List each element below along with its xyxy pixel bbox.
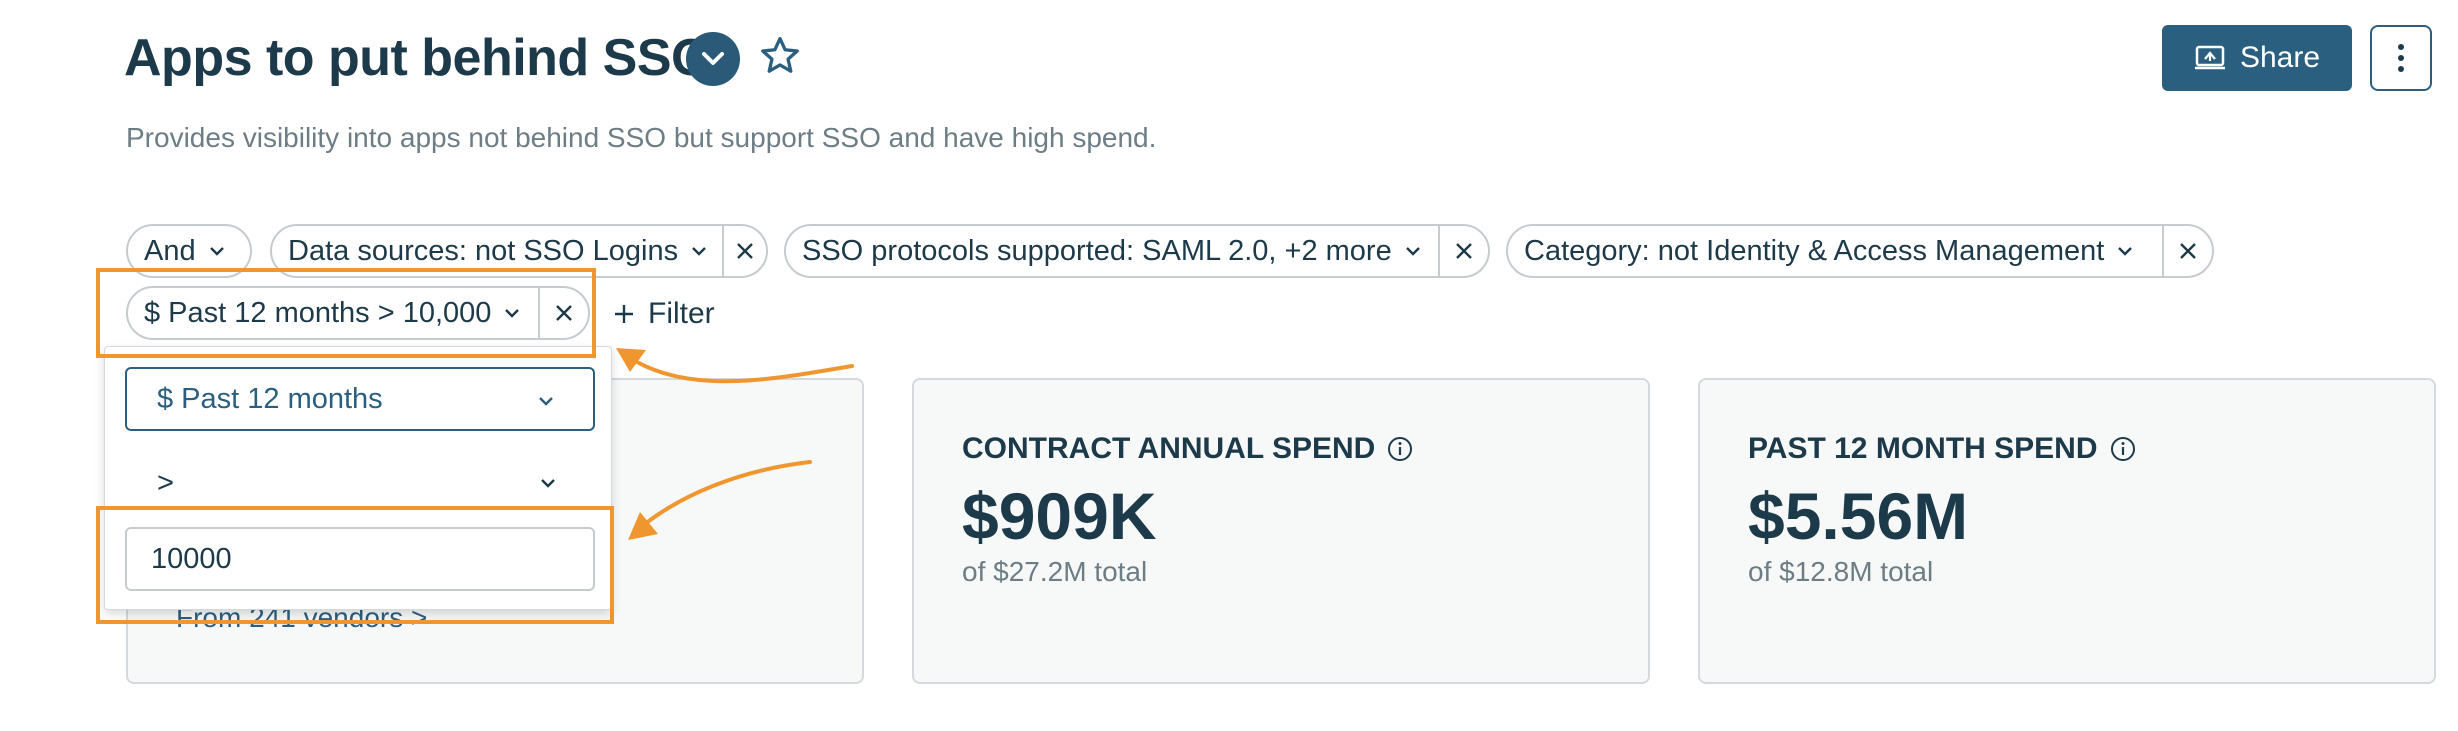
summary-card-contract-spend: CONTRACT ANNUAL SPEND $909K of $27.2M to… <box>912 378 1650 684</box>
page-subtitle: Provides visibility into apps not behind… <box>126 122 1157 153</box>
filter-chip-past-12-months[interactable]: $ Past 12 months > 10,000 <box>126 286 590 340</box>
conjunction-label: And <box>144 234 196 267</box>
chevron-down-icon <box>1405 247 1420 256</box>
filter-editor-popover: $ Past 12 months > <box>104 346 612 610</box>
filter-chip-data-sources[interactable]: Data sources: not SSO Logins <box>270 224 768 278</box>
more-options-button[interactable] <box>2370 25 2432 91</box>
card-value: $5.56M <box>1748 479 1969 553</box>
close-icon <box>2180 243 2196 259</box>
page-title: Apps to put behind SSO <box>124 29 711 87</box>
card-value: $909K <box>962 479 1157 553</box>
close-icon <box>556 305 572 321</box>
filter-field-value: $ Past 12 months <box>157 382 383 415</box>
add-filter-label: Filter <box>648 297 715 330</box>
chevron-down-icon <box>209 247 224 256</box>
chevron-down-icon <box>2118 247 2133 256</box>
vertical-dots-icon <box>2398 44 2404 72</box>
filter-value-input[interactable] <box>125 527 595 591</box>
info-icon[interactable] <box>1387 436 1413 462</box>
card-label-text: PAST 12 MONTH SPEND <box>1748 432 2098 465</box>
chevron-down-icon <box>702 52 724 65</box>
conjunction-chip[interactable]: And <box>126 224 252 278</box>
card-subtext: of $27.2M total <box>962 556 1148 587</box>
filter-chip-label: $ Past 12 months > 10,000 <box>144 296 492 329</box>
remove-filter-button[interactable] <box>2162 226 2212 276</box>
remove-filter-button[interactable] <box>1438 226 1488 276</box>
card-label-text: CONTRACT ANNUAL SPEND <box>962 432 1376 465</box>
share-button-label: Share <box>2239 41 2321 74</box>
chevron-down-icon <box>692 247 706 256</box>
chevron-down-icon <box>539 397 553 406</box>
card-label: CONTRACT ANNUAL SPEND <box>962 432 1413 466</box>
filter-operator-value: > <box>157 466 174 499</box>
title-menu-button[interactable] <box>686 32 740 86</box>
filter-field-select[interactable]: $ Past 12 months <box>125 367 595 431</box>
chevron-down-icon <box>505 309 520 318</box>
share-screen-icon <box>2194 45 2225 70</box>
summary-card-past-12-month-spend: PAST 12 MONTH SPEND $5.56M of $12.8M tot… <box>1698 378 2436 684</box>
close-icon <box>737 243 753 259</box>
star-icon[interactable] <box>758 34 802 78</box>
close-icon <box>1456 243 1472 259</box>
card-subtext: of $12.8M total <box>1748 556 1934 587</box>
plus-icon <box>615 305 633 323</box>
remove-filter-button[interactable] <box>722 226 766 276</box>
annotation-arrowhead-to-chip <box>616 348 646 372</box>
filter-chip-category[interactable]: Category: not Identity & Access Manageme… <box>1506 224 2214 278</box>
add-filter-button[interactable]: Filter <box>612 292 715 336</box>
chevron-down-icon <box>541 479 555 488</box>
info-icon[interactable] <box>2110 436 2136 462</box>
share-button[interactable]: Share <box>2162 25 2352 91</box>
filter-chip-sso-protocols[interactable]: SSO protocols supported: SAML 2.0, +2 mo… <box>784 224 1490 278</box>
filter-chip-label: Category: not Identity & Access Manageme… <box>1524 234 2105 267</box>
remove-filter-button[interactable] <box>538 288 588 338</box>
card-label: PAST 12 MONTH SPEND <box>1748 432 2136 466</box>
filter-operator-select[interactable]: > <box>125 451 595 515</box>
filter-chip-label: Data sources: not SSO Logins <box>288 234 679 267</box>
filter-chip-label: SSO protocols supported: SAML 2.0, +2 mo… <box>802 234 1392 267</box>
